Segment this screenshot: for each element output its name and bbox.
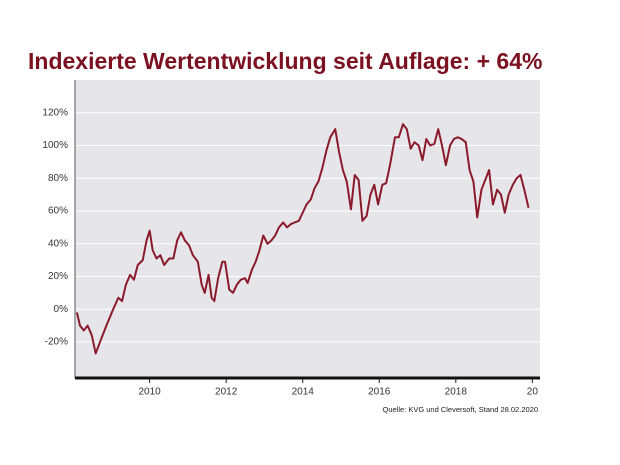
y-tick-label: 80% [48, 173, 68, 184]
x-tick-label: 2016 [368, 387, 391, 398]
y-tick-label: 0% [54, 304, 69, 315]
x-tick-label: 20 [527, 387, 539, 398]
x-tick-label: 2014 [292, 387, 315, 398]
plot-area [75, 80, 540, 378]
x-tick-label: 2012 [215, 387, 238, 398]
line [75, 123, 530, 355]
y-tick-label: 100% [42, 140, 68, 151]
y-tick-label: 120% [42, 107, 68, 118]
y-tick-label: 20% [48, 271, 68, 282]
chart-title: Indexierte Wertentwicklung seit Auflage:… [28, 48, 542, 74]
y-tick-label: 40% [48, 238, 68, 249]
y-tick-label: -20% [45, 337, 68, 348]
y-tick-label: 60% [48, 206, 68, 217]
source-note: Quelle: KVG und Cleversoft, Stand 28.02.… [382, 405, 538, 414]
x-tick-label: 2010 [139, 387, 162, 398]
x-tick-label: 2018 [445, 387, 468, 398]
